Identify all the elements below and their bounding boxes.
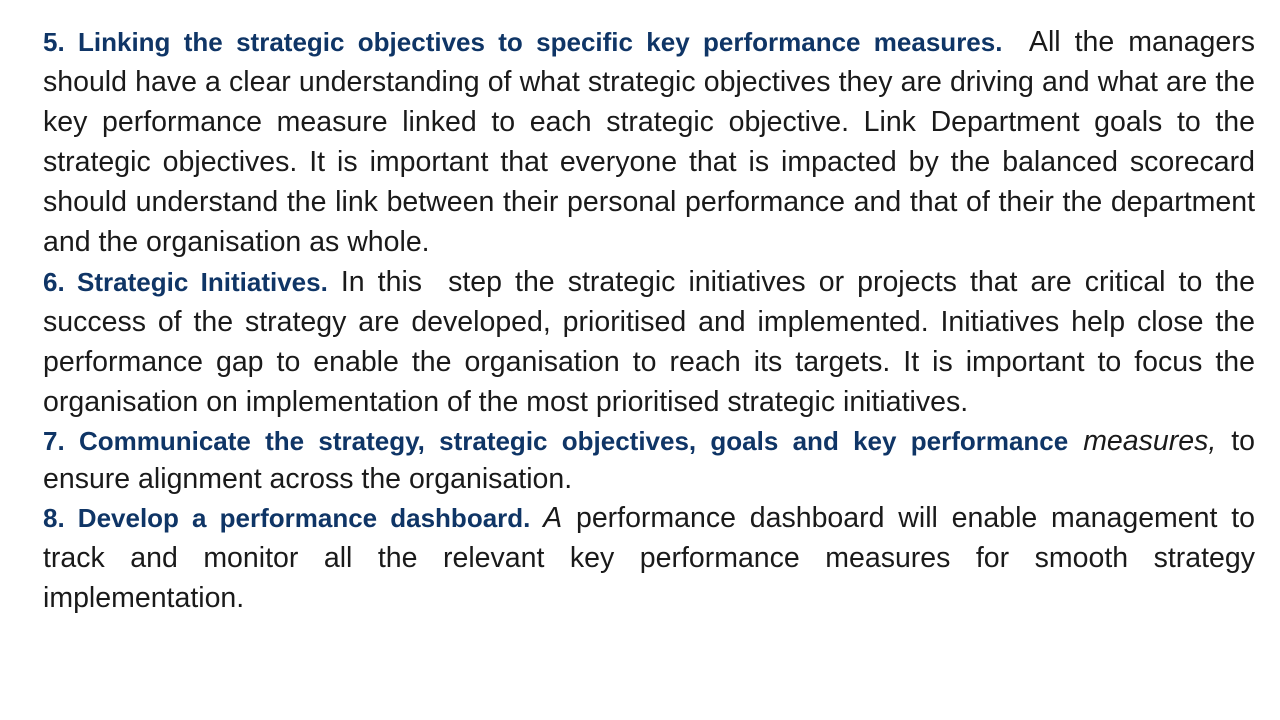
paragraph-step-6: 6. Strategic Initiatives. In this step t… bbox=[43, 262, 1255, 422]
step-5-body: All the managers should have a clear und… bbox=[43, 26, 1263, 258]
step-7-heading: 7. Communicate the strategy, strategic o… bbox=[43, 426, 1069, 456]
slide-content: 5. Linking the strategic objectives to s… bbox=[43, 22, 1255, 712]
step-6-body: In this step the strategic initiatives o… bbox=[43, 266, 1263, 418]
step-7-body: to ensure alignment across the organisat… bbox=[43, 425, 1255, 495]
step-7-emphasis: measures, bbox=[1068, 425, 1217, 457]
step-5-heading: 5. Linking the strategic objectives to s… bbox=[43, 27, 1003, 57]
step-6-heading: 6. Strategic Initiatives. bbox=[43, 267, 328, 297]
step-8-body: performance dashboard will enable manage… bbox=[43, 502, 1255, 614]
step-8-heading: 8. Develop a performance dashboard. bbox=[43, 503, 531, 533]
step-8-emphasis: A bbox=[530, 502, 563, 534]
paragraph-step-8: 8. Develop a performance dashboard. A pe… bbox=[43, 498, 1255, 618]
paragraph-step-7: 7. Communicate the strategy, strategic o… bbox=[43, 422, 1255, 498]
paragraph-step-5: 5. Linking the strategic objectives to s… bbox=[43, 22, 1255, 262]
